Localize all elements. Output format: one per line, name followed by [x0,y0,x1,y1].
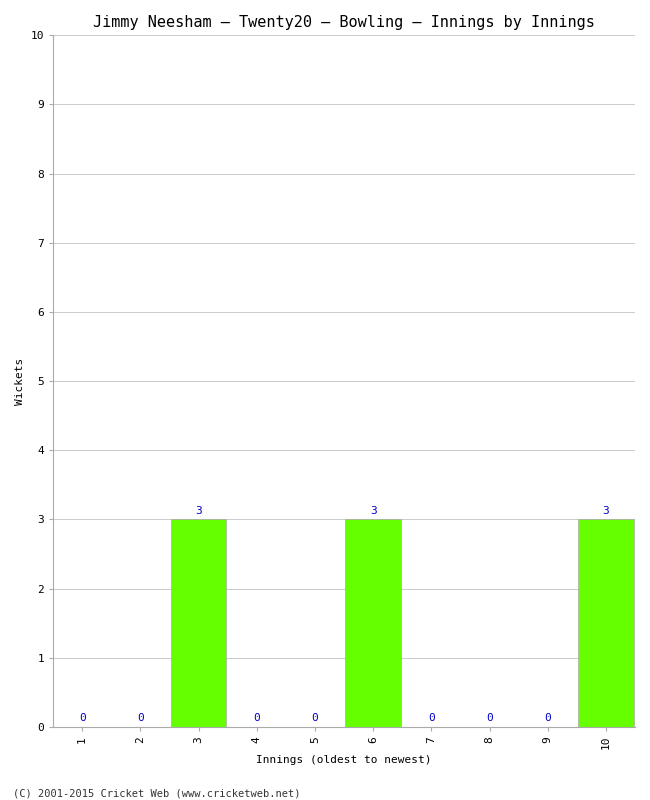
Text: 0: 0 [254,714,260,723]
Text: 3: 3 [195,506,202,516]
Y-axis label: Wickets: Wickets [15,358,25,405]
Text: 0: 0 [79,714,86,723]
Text: 0: 0 [544,714,551,723]
Text: (C) 2001-2015 Cricket Web (www.cricketweb.net): (C) 2001-2015 Cricket Web (www.cricketwe… [13,788,300,798]
Text: 3: 3 [370,506,376,516]
Text: 3: 3 [603,506,609,516]
Text: 0: 0 [311,714,318,723]
Text: 0: 0 [137,714,144,723]
Bar [346,519,401,727]
Title: Jimmy Neesham – Twenty20 – Bowling – Innings by Innings: Jimmy Neesham – Twenty20 – Bowling – Inn… [93,15,595,30]
Bar [171,519,226,727]
Text: 0: 0 [486,714,493,723]
Text: 0: 0 [428,714,435,723]
X-axis label: Innings (oldest to newest): Innings (oldest to newest) [256,755,432,765]
Bar [578,519,634,727]
